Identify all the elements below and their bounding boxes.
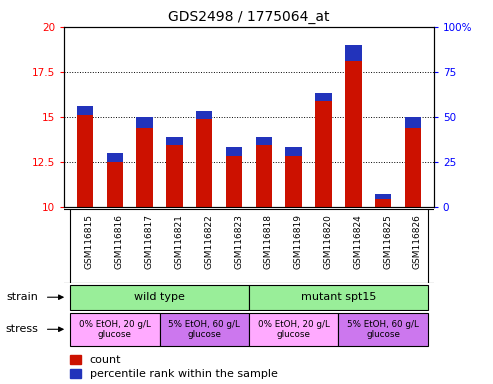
Text: GSM116819: GSM116819: [294, 214, 303, 269]
Text: GSM116826: GSM116826: [413, 214, 422, 269]
Bar: [77, 115, 93, 207]
Bar: [256, 136, 272, 146]
Text: GSM116824: GSM116824: [353, 214, 362, 268]
Bar: [249, 285, 428, 310]
Text: mutant spt15: mutant spt15: [301, 292, 376, 302]
Bar: [226, 147, 242, 156]
Bar: [160, 313, 249, 346]
Bar: [70, 313, 160, 346]
Title: GDS2498 / 1775064_at: GDS2498 / 1775064_at: [168, 10, 330, 25]
Bar: [196, 111, 212, 119]
Text: GSM116825: GSM116825: [383, 214, 392, 269]
Text: GSM116820: GSM116820: [323, 214, 332, 269]
Text: 0% EtOH, 20 g/L
glucose: 0% EtOH, 20 g/L glucose: [258, 319, 330, 339]
Bar: [137, 128, 153, 207]
Bar: [166, 136, 182, 145]
Bar: [70, 285, 249, 310]
Text: 0% EtOH, 20 g/L
glucose: 0% EtOH, 20 g/L glucose: [79, 319, 151, 339]
Bar: [137, 117, 153, 128]
Text: GSM116815: GSM116815: [85, 214, 94, 269]
Text: 5% EtOH, 60 g/L
glucose: 5% EtOH, 60 g/L glucose: [347, 319, 419, 339]
Bar: [77, 106, 93, 115]
Text: GSM116817: GSM116817: [144, 214, 154, 269]
Bar: [249, 313, 338, 346]
Bar: [405, 128, 421, 207]
Bar: [285, 156, 302, 207]
Bar: [106, 153, 123, 162]
Bar: [316, 93, 332, 101]
Text: GSM116816: GSM116816: [115, 214, 124, 269]
Text: GSM116823: GSM116823: [234, 214, 243, 269]
Bar: [166, 145, 182, 207]
Bar: [106, 162, 123, 207]
Bar: [285, 147, 302, 156]
Text: wild type: wild type: [134, 292, 185, 302]
Bar: [375, 194, 391, 199]
Text: 5% EtOH, 60 g/L
glucose: 5% EtOH, 60 g/L glucose: [168, 319, 240, 339]
Text: GSM116818: GSM116818: [264, 214, 273, 269]
Text: GSM116822: GSM116822: [204, 214, 213, 268]
Text: stress: stress: [6, 324, 39, 334]
Bar: [256, 146, 272, 207]
Bar: [196, 119, 212, 207]
Bar: [345, 61, 361, 207]
Text: GSM116821: GSM116821: [175, 214, 183, 269]
Bar: [345, 45, 361, 61]
Bar: [226, 156, 242, 207]
Bar: [316, 101, 332, 207]
Bar: [375, 199, 391, 207]
Text: strain: strain: [7, 292, 39, 302]
Legend: count, percentile rank within the sample: count, percentile rank within the sample: [70, 355, 278, 379]
Bar: [405, 117, 421, 128]
Bar: [338, 313, 428, 346]
